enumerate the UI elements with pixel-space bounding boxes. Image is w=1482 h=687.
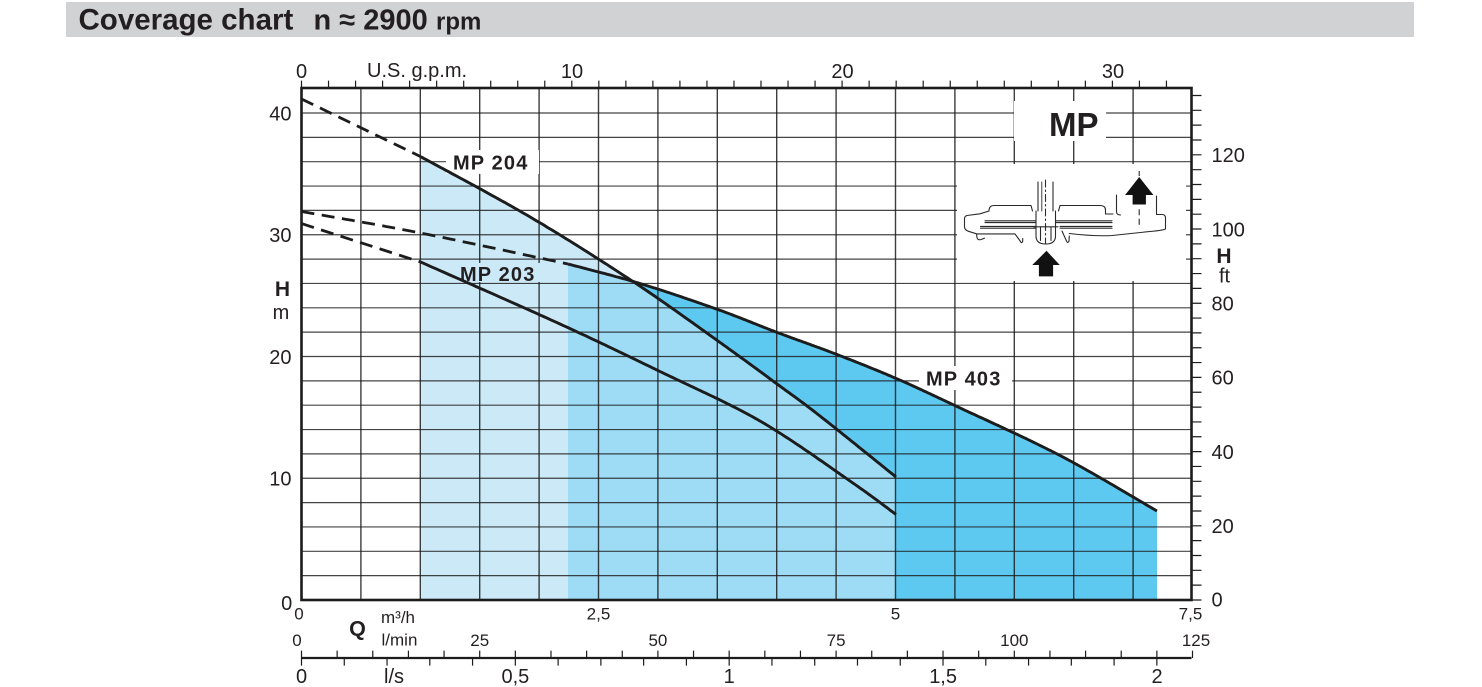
svg-text:0: 0	[1212, 589, 1223, 611]
svg-text:l/s: l/s	[384, 666, 404, 687]
svg-text:40: 40	[269, 103, 291, 125]
svg-text:50: 50	[648, 631, 667, 650]
svg-text:60: 60	[1212, 368, 1234, 390]
svg-text:l/min: l/min	[382, 631, 418, 650]
svg-text:U.S. g.p.m.: U.S. g.p.m.	[367, 60, 467, 82]
svg-text:75: 75	[827, 631, 846, 650]
svg-text:H: H	[1216, 245, 1231, 268]
svg-text:Coverage chart: Coverage chart	[79, 4, 294, 37]
svg-text:MP 203: MP 203	[460, 264, 535, 286]
svg-text:rpm: rpm	[436, 9, 481, 36]
svg-text:n ≈ 2900: n ≈ 2900	[314, 5, 428, 37]
svg-text:1: 1	[724, 666, 735, 687]
svg-text:120: 120	[1212, 145, 1245, 167]
svg-text:30: 30	[269, 225, 291, 247]
svg-text:1,5: 1,5	[929, 666, 957, 687]
svg-text:MP: MP	[1049, 106, 1099, 143]
svg-text:20: 20	[831, 61, 853, 83]
svg-text:2,5: 2,5	[587, 605, 611, 624]
svg-text:10: 10	[561, 61, 583, 83]
svg-text:30: 30	[1102, 61, 1124, 83]
svg-text:5: 5	[891, 605, 900, 624]
svg-text:MP 403: MP 403	[926, 369, 1001, 391]
svg-text:ft: ft	[1219, 266, 1231, 288]
svg-text:10: 10	[269, 469, 291, 491]
svg-text:20: 20	[269, 347, 291, 369]
svg-text:100: 100	[1000, 631, 1028, 650]
svg-text:0: 0	[296, 666, 307, 687]
svg-text:0: 0	[294, 605, 303, 624]
svg-text:20: 20	[1212, 516, 1234, 538]
svg-text:100: 100	[1212, 219, 1245, 241]
svg-text:7,5: 7,5	[1179, 605, 1203, 624]
svg-text:125: 125	[1182, 631, 1210, 650]
svg-text:m³/h: m³/h	[381, 608, 415, 627]
svg-text:MP 204: MP 204	[453, 152, 528, 174]
svg-text:H: H	[275, 278, 290, 301]
svg-text:0: 0	[292, 631, 301, 650]
svg-text:40: 40	[1212, 442, 1234, 464]
svg-text:80: 80	[1212, 294, 1234, 316]
svg-text:Q: Q	[349, 617, 366, 641]
svg-text:0,5: 0,5	[501, 666, 529, 687]
svg-text:m: m	[273, 302, 290, 324]
svg-text:0: 0	[296, 61, 307, 83]
svg-text:25: 25	[470, 631, 489, 650]
svg-text:2: 2	[1151, 666, 1162, 687]
svg-text:0: 0	[281, 593, 292, 615]
